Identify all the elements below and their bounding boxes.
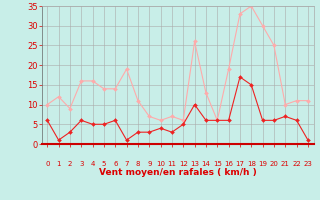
X-axis label: Vent moyen/en rafales ( km/h ): Vent moyen/en rafales ( km/h ) — [99, 168, 256, 177]
